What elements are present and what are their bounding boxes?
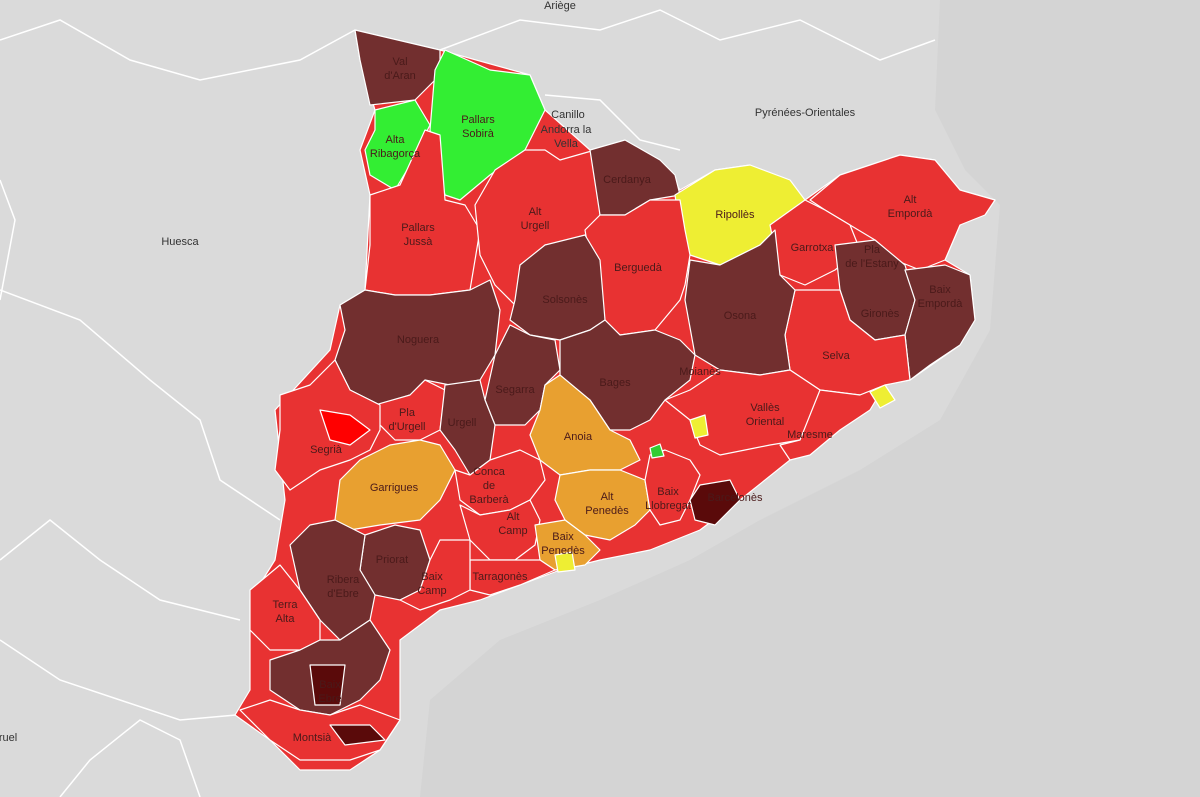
comarca-label: Maresme bbox=[787, 429, 833, 441]
comarca-label: Vallès bbox=[750, 402, 780, 414]
comarca-label: Alt bbox=[904, 194, 917, 206]
comarca-label: Segarra bbox=[495, 384, 535, 396]
comarca-label: Ripollès bbox=[715, 209, 755, 221]
comarca-label: Alt bbox=[529, 206, 542, 218]
place-label: Pyrénées-Orientales bbox=[755, 107, 856, 119]
comarca-label: Montsià bbox=[293, 732, 332, 744]
comarca-label: Baix bbox=[319, 679, 341, 691]
comarca-label: Urgell bbox=[521, 220, 550, 232]
comarca-label: Llobregat bbox=[645, 500, 691, 512]
comarca-label: Alta bbox=[386, 134, 406, 146]
comarca-label: Empordà bbox=[918, 298, 964, 310]
comarca-label: Baix bbox=[657, 486, 679, 498]
comarca-label: de bbox=[483, 480, 495, 492]
comarca-label: Conca bbox=[473, 466, 506, 478]
comarca-label: Pla bbox=[864, 244, 881, 256]
comarca-label: Camp bbox=[498, 525, 527, 537]
comarca-label: Noguera bbox=[397, 334, 440, 346]
comarca-label: Barcelonès bbox=[707, 492, 763, 504]
comarca-label: d'Aran bbox=[384, 70, 415, 82]
labels: Ariège Pyrénées-Orientales Canillo Andorra … bbox=[0, 0, 963, 744]
comarca-label: Moianès bbox=[679, 366, 721, 378]
comarca-label: Selva bbox=[822, 350, 850, 362]
comarca-label: Pla bbox=[399, 407, 416, 419]
comarca-label: Garrotxa bbox=[791, 242, 835, 254]
comarca-label: Segrià bbox=[310, 444, 343, 456]
place-label: ruel bbox=[0, 732, 17, 744]
comarca-label: Barberà bbox=[469, 494, 509, 506]
comarca-label: Sobirà bbox=[462, 128, 495, 140]
comarca-label: Ribera bbox=[327, 574, 360, 586]
comarca-label: Gironès bbox=[861, 308, 900, 320]
comarca-label: Alta bbox=[276, 613, 296, 625]
neighbour-borders bbox=[0, 9, 936, 797]
comarca-label: Bages bbox=[599, 377, 631, 389]
comarca-label: Jussà bbox=[404, 236, 434, 248]
comarca-label: Alt bbox=[601, 491, 614, 503]
place-label: Huesca bbox=[161, 236, 199, 248]
comarca-label: Pallars bbox=[461, 114, 495, 126]
comarca-label: Terra bbox=[272, 599, 298, 611]
comarca-label: Anoia bbox=[564, 431, 593, 443]
comarca-label: Baix bbox=[929, 284, 951, 296]
comarques bbox=[234, 29, 996, 771]
comarca-label: Solsonès bbox=[542, 294, 588, 306]
comarca-label: Penedès bbox=[541, 545, 585, 557]
comarca-label: Empordà bbox=[888, 208, 934, 220]
place-label: Vella bbox=[554, 138, 579, 150]
comarca-label: Garrigues bbox=[370, 482, 419, 494]
comarca-label: Urgell bbox=[448, 417, 477, 429]
comarca-label: Oriental bbox=[746, 416, 785, 428]
comarca-label: Penedès bbox=[585, 505, 629, 517]
comarca-label: Berguedà bbox=[614, 262, 663, 274]
comarca-label: Baix bbox=[421, 571, 443, 583]
comarca-label: de l'Estany bbox=[845, 258, 899, 270]
comarca-label: Alt bbox=[507, 511, 520, 523]
comarca-label: Ribagorça bbox=[370, 148, 421, 160]
comarca-label: Osona bbox=[724, 310, 757, 322]
comarca-label: Cerdanya bbox=[603, 174, 652, 186]
comarca-label: Priorat bbox=[376, 554, 408, 566]
place-label: Ariège bbox=[544, 0, 576, 12]
comarca-label: Ebre bbox=[318, 693, 341, 705]
comarca-label: Tarragonès bbox=[472, 571, 528, 583]
comarca-label: Baix bbox=[552, 531, 574, 543]
comarca-label: Pallars bbox=[401, 222, 435, 234]
comarca-label: Val bbox=[392, 56, 407, 68]
comarca-label: Camp bbox=[417, 585, 446, 597]
comarca-label: d'Urgell bbox=[389, 421, 426, 433]
place-label: Andorra la bbox=[541, 124, 593, 136]
place-label: Canillo bbox=[551, 109, 585, 121]
comarca-label: d'Ebre bbox=[327, 588, 358, 600]
